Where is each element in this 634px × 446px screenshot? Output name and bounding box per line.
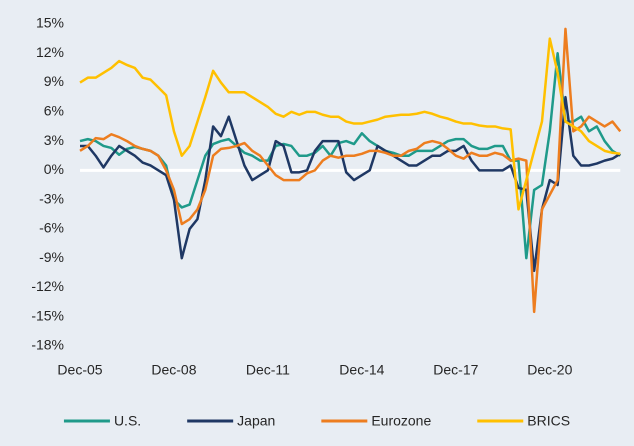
x-tick-label: Dec-08 — [151, 362, 196, 378]
legend-item: U.S. — [63, 413, 141, 429]
legend-label: U.S. — [114, 413, 141, 429]
y-tick-label: 9% — [44, 73, 64, 89]
x-tick-label: Dec-20 — [527, 362, 572, 378]
x-tick-label: Dec-05 — [57, 362, 102, 378]
legend-item: BRICS — [477, 413, 570, 429]
legend-item: Eurozone — [321, 413, 431, 429]
y-tick-label: 6% — [44, 103, 64, 119]
y-tick-label: -12% — [31, 278, 64, 294]
series-line — [79, 37, 621, 211]
y-tick-label: 0% — [44, 161, 64, 177]
y-tick-label: -3% — [39, 190, 64, 206]
y-tick-label: -18% — [31, 337, 64, 353]
legend-item: Japan — [187, 413, 275, 429]
y-tick-label: -9% — [39, 249, 64, 265]
series-line — [79, 27, 622, 314]
y-tick-label: -6% — [39, 220, 64, 236]
y-tick-label: 15% — [36, 15, 64, 31]
legend-label: Japan — [237, 413, 275, 429]
legend-label: Eurozone — [371, 413, 431, 429]
x-tick-label: Dec-11 — [246, 362, 290, 378]
y-tick-label: -15% — [31, 307, 64, 323]
x-tick-label: Dec-17 — [433, 362, 478, 378]
y-tick-label: 3% — [44, 132, 64, 148]
x-tick-label: Dec-14 — [339, 362, 384, 378]
legend: U.S. Japan Eurozone BRICS — [63, 413, 570, 429]
y-tick-label: 12% — [36, 44, 64, 60]
legend-label: BRICS — [527, 413, 570, 429]
